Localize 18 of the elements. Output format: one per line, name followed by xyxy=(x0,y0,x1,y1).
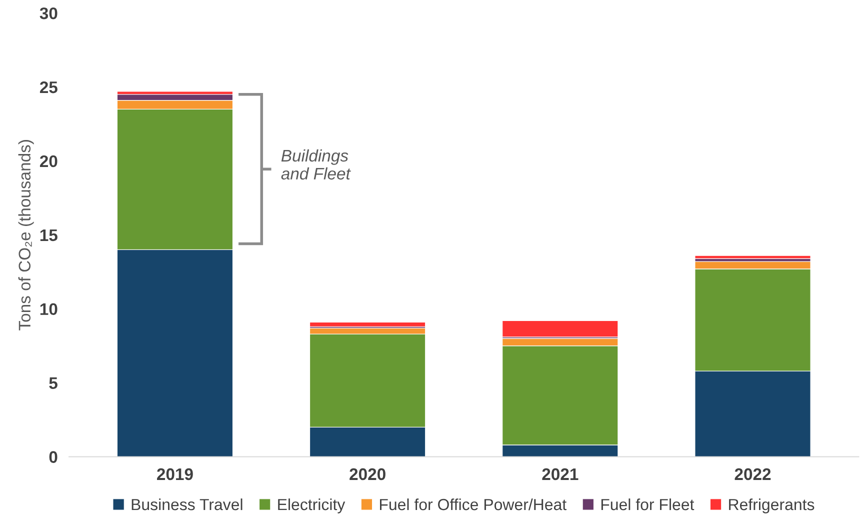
x-tick-label: 2021 xyxy=(542,468,578,480)
y-tick-label: 25 xyxy=(40,81,58,94)
legend-label: Fuel for Fleet xyxy=(601,498,694,510)
annotation: Buildings and Fleet xyxy=(281,149,351,180)
y-tick-label: 15 xyxy=(40,229,58,242)
y-axis-title: Tons of CO₂e (thousands) xyxy=(18,140,34,330)
y-tick-label: 10 xyxy=(40,303,58,316)
legend-label: Electricity xyxy=(278,498,346,514)
y-tick-label: 5 xyxy=(49,377,58,390)
legend-label: Business Travel xyxy=(132,498,242,510)
x-tick-label: 2020 xyxy=(350,468,386,480)
x-tick-label: 2019 xyxy=(157,468,193,480)
y-tick-label: 20 xyxy=(40,155,58,168)
x-tick-label: 2022 xyxy=(734,468,771,480)
legend-label: Fuel for Office Power/Heat xyxy=(380,498,566,510)
y-tick-label: 0 xyxy=(49,451,58,463)
legend-label: Refrigerants xyxy=(729,498,814,514)
y-tick-label: 30 xyxy=(40,7,58,20)
